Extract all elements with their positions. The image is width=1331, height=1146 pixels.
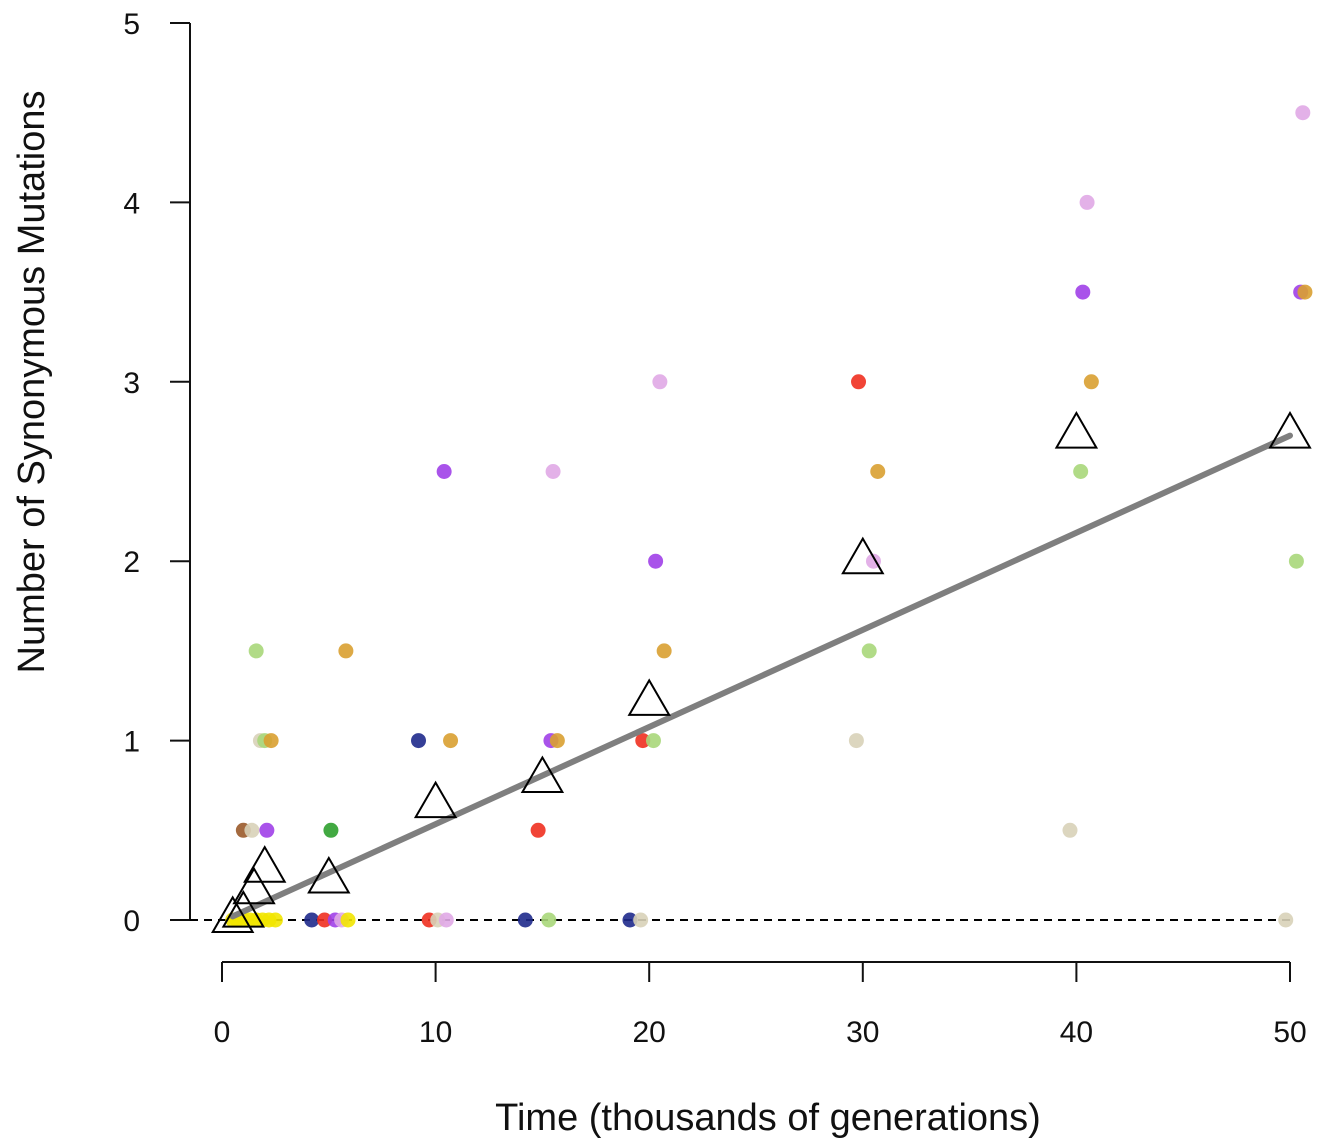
data-point — [1079, 194, 1095, 210]
mean-triangle — [841, 536, 885, 575]
trend-line — [229, 432, 1293, 920]
data-point — [635, 733, 651, 749]
data-point — [1297, 284, 1313, 300]
mean-triangle — [627, 678, 671, 716]
x-axis-title: Time (thousands of generations) — [495, 1097, 1041, 1139]
y-tick-label: 3 — [123, 367, 140, 400]
data-point — [517, 912, 533, 928]
data-point — [267, 912, 283, 928]
x-tick-label: 40 — [1060, 1016, 1093, 1049]
data-point — [656, 643, 672, 659]
data-point — [317, 912, 333, 928]
x-tick-label: 20 — [633, 1016, 666, 1049]
data-point — [549, 733, 565, 749]
y-tick-label: 0 — [123, 905, 140, 938]
mean-triangle — [210, 895, 255, 933]
data-point — [870, 464, 886, 479]
mean-triangle — [520, 755, 565, 794]
data-point — [1295, 105, 1311, 121]
data-point — [438, 912, 454, 928]
data-point — [648, 553, 664, 569]
data-point — [622, 912, 638, 928]
y-tick-label: 5 — [123, 8, 140, 41]
data-point — [1083, 374, 1099, 390]
data-point — [436, 464, 452, 479]
y-tick-label: 2 — [123, 546, 140, 579]
data-point — [1288, 553, 1304, 569]
data-point — [411, 733, 427, 749]
x-tick-label: 50 — [1273, 1016, 1306, 1049]
mean-triangle — [243, 845, 287, 883]
x-tick-label: 10 — [419, 1016, 452, 1049]
x-tick-label: 0 — [214, 1016, 231, 1049]
mean-triangle — [307, 855, 351, 894]
x-axis: 0 10 20 30 40 50 — [214, 961, 1307, 1049]
data-point — [633, 912, 649, 928]
data-point — [861, 643, 877, 659]
data-point — [304, 912, 320, 928]
data-point — [263, 733, 279, 749]
data-point — [530, 822, 546, 838]
mean-triangle — [221, 890, 266, 928]
data-point — [443, 733, 459, 749]
mean-triangle — [232, 866, 276, 905]
mean-triangle — [413, 780, 458, 819]
trend-layer — [229, 432, 1293, 920]
data-point — [545, 464, 561, 479]
x-tick-label: 30 — [846, 1016, 879, 1049]
y-tick-label: 1 — [123, 726, 140, 759]
data-point — [1278, 912, 1294, 928]
points-layer — [225, 105, 1313, 928]
y-axis-title: Number of Synonymous Mutations — [11, 91, 53, 674]
data-point — [645, 733, 661, 749]
y-axis: 0 1 2 3 4 5 — [123, 8, 191, 938]
data-point — [652, 374, 668, 390]
data-point — [848, 733, 864, 749]
data-point — [541, 912, 557, 928]
data-point — [1073, 464, 1089, 479]
data-point — [259, 822, 275, 838]
data-point — [340, 912, 356, 928]
y-tick-label: 4 — [123, 187, 140, 220]
data-point — [244, 822, 260, 838]
means-layer — [210, 411, 1312, 933]
data-point — [338, 643, 354, 659]
mean-triangle — [1054, 411, 1099, 449]
data-point — [1062, 822, 1078, 838]
data-point — [851, 374, 867, 390]
data-point — [323, 822, 339, 838]
data-point — [1075, 284, 1091, 300]
data-point — [248, 643, 264, 659]
mean-triangle — [1268, 411, 1312, 449]
